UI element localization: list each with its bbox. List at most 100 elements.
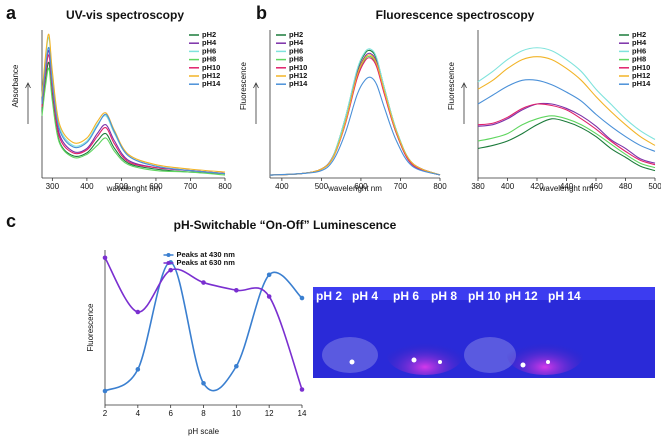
glint: [411, 357, 417, 363]
legend-label: pH10: [289, 63, 307, 72]
marker: [102, 388, 108, 394]
photo: [313, 287, 655, 378]
x-tick-label: 400: [275, 182, 289, 191]
legend-label: pH10: [202, 63, 220, 72]
marker: [266, 294, 272, 299]
photo-label: pH 8: [431, 289, 457, 303]
legend-label: pH10: [632, 63, 650, 72]
chart-title: pH-Switchable “On-Off” Luminescence: [174, 218, 397, 232]
photo-label: pH 10: [468, 289, 501, 303]
x-tick-label: 500: [648, 182, 661, 191]
legend-label: pH8: [202, 55, 216, 64]
legend-label: pH12: [289, 71, 307, 80]
series-line: [477, 56, 656, 146]
legend-label: pH6: [289, 46, 303, 55]
marker: [201, 280, 206, 285]
x-axis-label: wavelenght nm: [327, 184, 382, 193]
x-tick-label: 14: [298, 409, 307, 418]
series-line: [477, 79, 656, 152]
glint: [546, 360, 550, 364]
series-line: [41, 61, 226, 175]
x-tick-label: 380: [471, 182, 485, 191]
panel-label: c: [6, 211, 16, 231]
vial: [387, 335, 463, 375]
series-line: [41, 54, 226, 175]
glint: [349, 359, 355, 365]
glint: [520, 362, 526, 368]
series-line: [41, 36, 226, 175]
legend-marker: [166, 253, 171, 257]
y-axis-label: Fluorescence: [447, 61, 456, 110]
x-tick-label: 300: [46, 182, 60, 191]
series-line: [477, 102, 656, 164]
y-axis-label: Fluorescence: [86, 303, 95, 352]
legend-label: pH4: [632, 38, 647, 47]
x-tick-label: 400: [501, 182, 515, 191]
y-axis-label: Absorbance: [11, 64, 20, 107]
x-tick-label: 440: [560, 182, 574, 191]
glint: [438, 360, 442, 364]
legend-label: pH12: [632, 71, 650, 80]
x-tick-label: 12: [265, 409, 274, 418]
photo-label: pH 12: [505, 289, 538, 303]
marker: [168, 267, 173, 273]
x-tick-label: 400: [80, 182, 94, 191]
x-axis-label: wavelenght nm: [106, 184, 161, 193]
x-tick-label: 2: [103, 409, 108, 418]
x-tick-label: 700: [184, 182, 198, 191]
vial: [322, 337, 378, 373]
photo-label: pH 4: [352, 289, 378, 303]
x-axis-label: wavelenght nm: [539, 184, 594, 193]
vial: [464, 337, 516, 373]
marker: [135, 309, 141, 315]
legend-label: pH6: [632, 46, 646, 55]
marker: [299, 387, 305, 392]
series-line: [269, 54, 441, 176]
y-axis-label: Fluorescence: [239, 61, 248, 110]
chart-title: UV-vis spectroscopy: [66, 8, 184, 22]
legend-label: pH6: [202, 46, 216, 55]
x-tick-label: 500: [115, 182, 129, 191]
series-line: [41, 67, 226, 176]
x-tick-label: 800: [433, 182, 447, 191]
x-tick-label: 600: [354, 182, 368, 191]
series-line: [41, 33, 226, 173]
x-tick-label: 420: [530, 182, 544, 191]
series-line: [477, 115, 656, 169]
x-tick-label: 700: [394, 182, 408, 191]
legend-label: pH2: [289, 30, 303, 39]
series-line: [477, 47, 656, 140]
legend-marker: [166, 261, 171, 265]
legend-label: Peaks at 630 nm: [177, 258, 236, 267]
photo-label: pH 2: [316, 289, 342, 303]
x-tick-label: 800: [218, 182, 232, 191]
legend-label: Peaks at 430 nm: [177, 250, 236, 259]
photo-label: pH 14: [548, 289, 581, 303]
x-tick-label: 8: [201, 409, 206, 418]
panel-label: a: [6, 3, 17, 23]
marker: [234, 363, 239, 369]
legend-label: pH2: [202, 30, 216, 39]
x-tick-label: 480: [619, 182, 633, 191]
series-line: [477, 103, 656, 166]
series-line: [41, 47, 226, 175]
marker: [234, 288, 239, 293]
x-tick-label: 6: [168, 409, 173, 418]
legend-label: pH2: [632, 30, 646, 39]
legend-label: pH4: [289, 38, 304, 47]
marker: [266, 272, 272, 278]
marker: [102, 255, 108, 261]
axis-arrowhead: [253, 82, 259, 89]
photo-label: pH 6: [393, 289, 419, 303]
legend-label: pH14: [202, 79, 221, 88]
series-line: [269, 76, 441, 176]
series-line: [104, 261, 303, 392]
x-axis-label: pH scale: [188, 427, 220, 436]
legend-label: pH14: [289, 79, 308, 88]
marker: [135, 367, 141, 372]
legend-label: pH8: [289, 55, 303, 64]
panel-label: b: [256, 3, 267, 23]
x-tick-label: 4: [136, 409, 141, 418]
x-tick-label: 600: [149, 182, 163, 191]
vial: [507, 335, 583, 375]
